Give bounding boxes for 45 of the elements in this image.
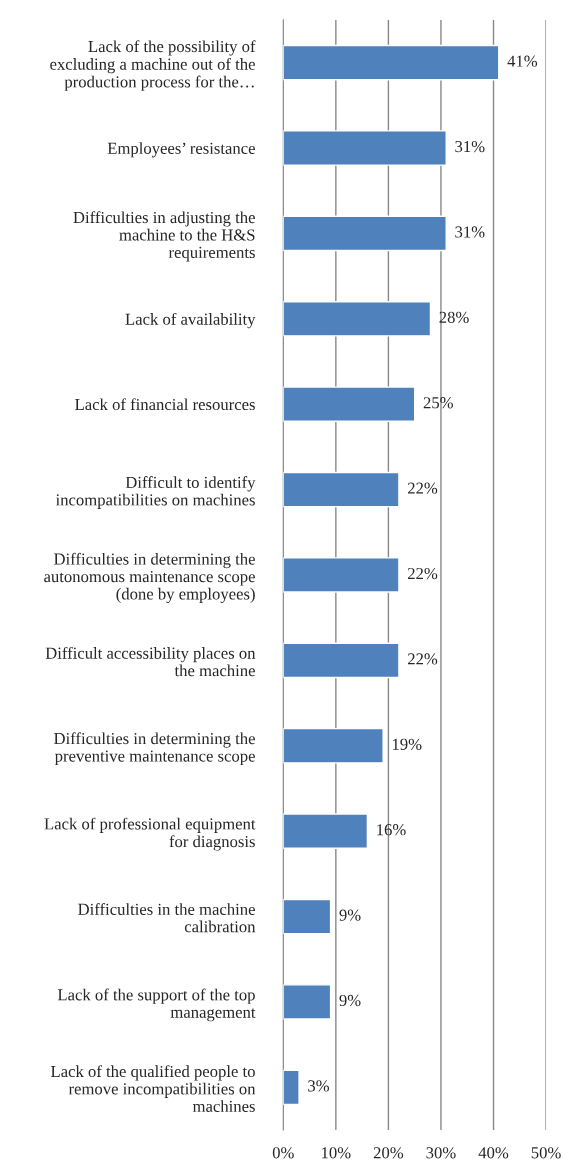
y-tick-label: Lack of the support of the top management xyxy=(57,988,256,1022)
y-tick-label: Lack of professional equipment for diagnosis xyxy=(44,817,256,851)
bar xyxy=(283,813,369,849)
data-label: 31% xyxy=(455,226,485,238)
y-tick-label: Difficulties in the machine calibration xyxy=(78,903,256,933)
bar xyxy=(283,471,400,508)
y-tick-label: Difficult to identify incompatibilities on machines xyxy=(55,476,256,509)
x-tick-label: 0% xyxy=(272,1147,294,1159)
bar xyxy=(283,984,332,1020)
bar xyxy=(283,898,332,935)
x-tick-label: 30% xyxy=(426,1147,456,1159)
data-label: 22% xyxy=(407,653,438,665)
bar xyxy=(283,727,384,764)
bar xyxy=(283,557,400,593)
x-tick-label: 50% xyxy=(531,1147,561,1159)
y-tick-label: Difficulties in determining the preventive maintenance scope xyxy=(54,732,255,766)
bar xyxy=(283,1069,300,1106)
y-tick-label: Employees’ resistance xyxy=(107,142,255,158)
bar xyxy=(283,386,416,422)
y-tick-label: Difficult accessibility places on the machine xyxy=(45,646,256,677)
bar xyxy=(283,130,447,166)
data-label: 22% xyxy=(407,482,438,494)
bar xyxy=(283,642,400,679)
data-label: 31% xyxy=(455,140,485,153)
x-tick-label: 20% xyxy=(373,1147,404,1159)
y-tick-label: Lack of availability xyxy=(125,312,256,329)
data-label: 16% xyxy=(377,824,406,836)
bar xyxy=(283,44,500,81)
y-tick-label: Difficulties in adjusting the machine to the H&S requirements xyxy=(73,211,255,262)
data-label: 19% xyxy=(392,738,422,750)
data-label: 28% xyxy=(439,311,469,324)
bar xyxy=(283,215,447,252)
data-label: 3% xyxy=(308,1080,330,1092)
data-label: 9% xyxy=(339,994,361,1007)
data-label: 25% xyxy=(423,397,453,409)
bar xyxy=(283,301,432,337)
data-label: 22% xyxy=(407,567,438,580)
data-label: 41% xyxy=(507,55,538,67)
x-tick-label: 40% xyxy=(478,1147,509,1159)
y-tick-label: Lack of the qualified people to remove incompatibilities on machines xyxy=(50,1065,256,1112)
data-label: 9% xyxy=(339,909,361,921)
x-tick-label: 10% xyxy=(322,1147,351,1159)
y-tick-label: Difficulties in determining the autonomous maintenance scope (done by employees) xyxy=(44,552,255,604)
y-tick-label: Lack of the possibility of excluding a machine out of the production process for the… xyxy=(50,40,256,91)
y-tick-label: Lack of financial resources xyxy=(75,398,255,411)
